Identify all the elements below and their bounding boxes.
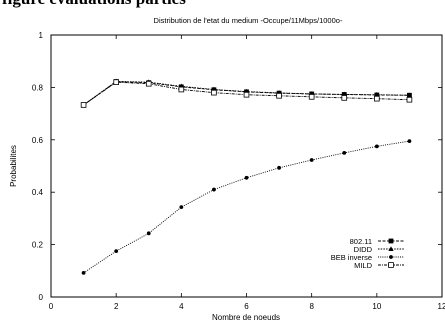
- plot-frame: [50, 34, 443, 298]
- x-tick-label: 8: [309, 302, 314, 311]
- data-point: [406, 96, 413, 103]
- series-line: [83, 81, 410, 106]
- data-point: [178, 86, 185, 93]
- data-point: [309, 158, 314, 162]
- series-beb-inverse: [81, 139, 412, 275]
- data-point: [146, 231, 151, 236]
- data-point: [308, 94, 315, 100]
- data-point: [277, 165, 281, 170]
- data-point: [374, 95, 380, 102]
- y-tick-label: 0.2: [32, 241, 44, 250]
- y-tick-label: 0.4: [32, 188, 44, 197]
- legend-swatch-marker: [389, 255, 393, 259]
- data-point: [212, 187, 216, 192]
- x-tick-label: 2: [114, 302, 119, 311]
- data-point: [341, 95, 348, 101]
- legend-swatch-marker: [388, 262, 394, 268]
- x-tick-label: 12: [438, 302, 445, 311]
- legend-label: 802.11: [350, 237, 372, 246]
- data-point: [276, 92, 282, 99]
- chart-title: Distribution de l'etat du medium -Occupe…: [154, 16, 343, 25]
- data-point: [342, 151, 347, 155]
- x-axis-label: Nombre de noeuds: [212, 313, 280, 322]
- data-point: [80, 102, 87, 108]
- y-tick-label: 1: [39, 31, 44, 40]
- axis-ticks: 0 2 4 6 8 10 12 0 0.2 0.4 0.6 0.8 1: [32, 31, 445, 311]
- legend-label: MILD: [354, 261, 373, 270]
- legend-label: BEB inverse: [331, 253, 372, 262]
- series-layer: [80, 78, 413, 275]
- data-point: [243, 91, 250, 98]
- y-tick-label: 0.6: [32, 136, 44, 145]
- data-point: [179, 205, 184, 210]
- above-chart-heading: figure evaluations parties: [2, 0, 186, 9]
- data-point: [407, 139, 412, 144]
- x-tick-label: 4: [179, 302, 184, 311]
- x-tick-label: 0: [49, 302, 54, 311]
- legend-swatch-marker: [388, 246, 394, 251]
- data-point: [114, 249, 119, 254]
- x-tick-label: 10: [372, 302, 381, 311]
- data-point: [81, 270, 86, 275]
- y-axis-label: Probabilites: [9, 145, 18, 187]
- data-point: [113, 79, 119, 85]
- data-point: [374, 91, 380, 97]
- x-tick-label: 6: [244, 302, 249, 311]
- data-point: [374, 144, 379, 149]
- data-point: [211, 89, 217, 96]
- legend-label: DIDD: [354, 245, 373, 254]
- legend-swatch-marker: [388, 238, 394, 244]
- data-point: [145, 80, 152, 87]
- y-tick-label: 0: [39, 293, 44, 302]
- data-point: [406, 92, 413, 98]
- y-tick-label: 0.8: [32, 83, 44, 92]
- series-mild: [80, 79, 413, 108]
- data-point: [244, 175, 249, 180]
